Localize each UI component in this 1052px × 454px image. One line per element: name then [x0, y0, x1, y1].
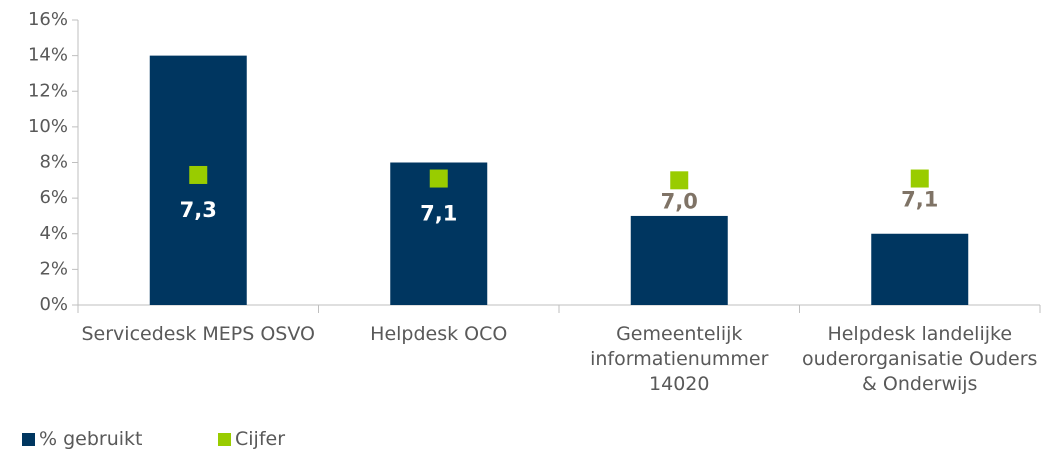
- x-tick-label: Gemeentelijk informatienummer 14020: [590, 323, 769, 395]
- data-label: 7,0: [661, 189, 698, 213]
- y-tick-label: 14%: [28, 45, 68, 66]
- marker: [910, 169, 929, 188]
- y-tick-label: 0%: [39, 294, 68, 315]
- legend-swatch: [22, 432, 35, 446]
- marker: [670, 171, 689, 190]
- y-tick-label: 12%: [28, 80, 68, 101]
- marker: [429, 169, 448, 188]
- x-tick-label: Servicedesk MEPS OSVO: [81, 323, 315, 345]
- x-tick-label: Helpdesk OCO: [370, 323, 508, 345]
- legend-swatch: [218, 432, 231, 446]
- x-tick-label: Helpdesk landelijke ouderorganisatie Oud…: [802, 323, 1038, 395]
- legend-label: Cijfer: [235, 428, 286, 450]
- bar: [871, 233, 969, 305]
- legend-item: % gebruikt: [22, 428, 143, 450]
- y-tick-label: 6%: [39, 187, 68, 208]
- marker: [189, 165, 208, 184]
- y-tick-label: 10%: [28, 116, 68, 137]
- bar: [630, 215, 728, 305]
- data-label: 7,1: [420, 202, 457, 226]
- data-label: 7,1: [901, 188, 938, 212]
- data-label: 7,3: [180, 198, 217, 222]
- y-tick-label: 4%: [39, 223, 68, 244]
- legend-item: Cijfer: [218, 428, 285, 450]
- y-tick-label: 2%: [39, 258, 68, 279]
- legend-label: % gebruikt: [39, 428, 143, 450]
- y-tick-label: 8%: [39, 152, 68, 173]
- y-tick-label: 16%: [28, 9, 68, 30]
